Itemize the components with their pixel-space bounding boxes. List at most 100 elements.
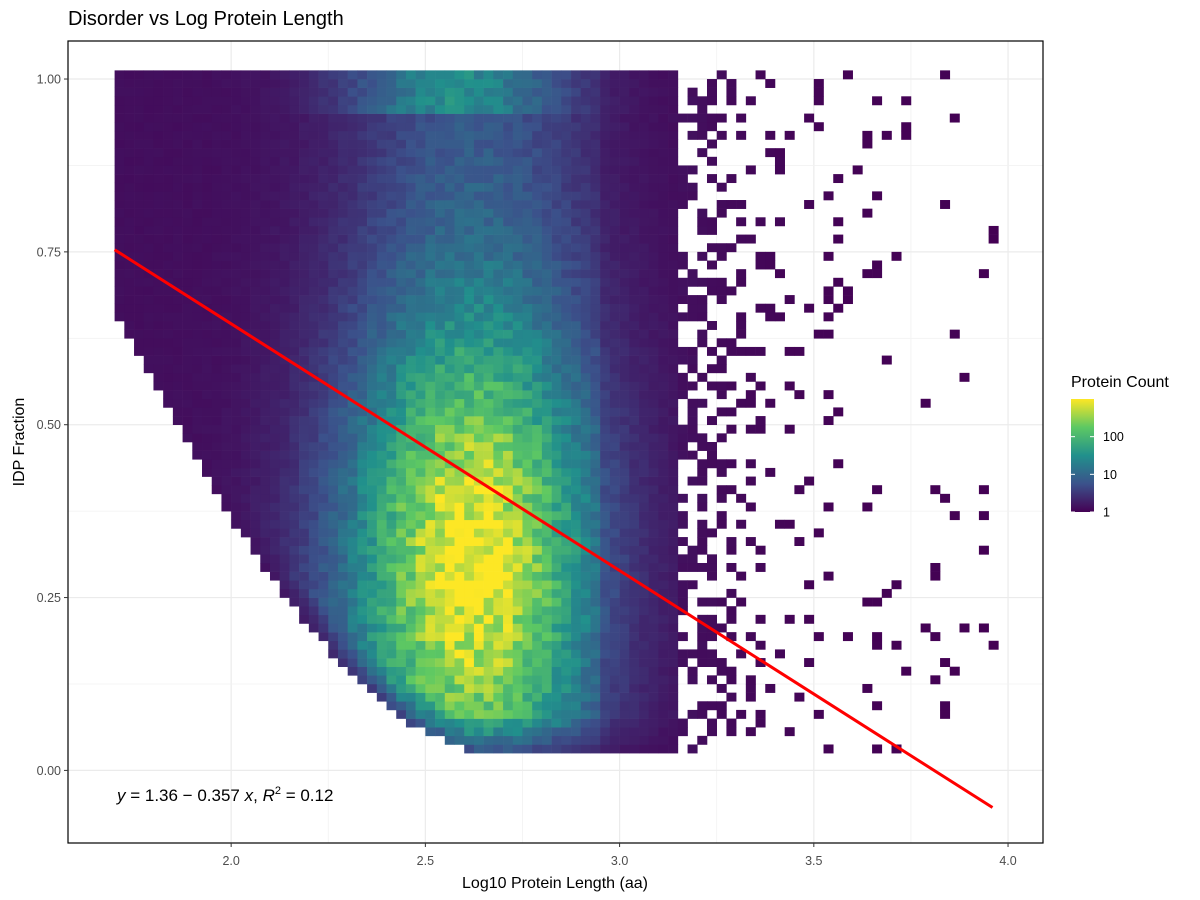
heatmap-bin bbox=[532, 104, 543, 114]
heatmap-bin bbox=[503, 467, 514, 477]
heatmap-bin bbox=[328, 398, 339, 408]
heatmap-bin bbox=[872, 269, 883, 279]
heatmap-bin bbox=[328, 303, 339, 313]
heatmap-bin bbox=[308, 355, 319, 365]
heatmap-bin bbox=[551, 139, 562, 149]
heatmap-bin bbox=[153, 312, 164, 322]
heatmap-bin bbox=[337, 467, 348, 477]
heatmap-bin bbox=[600, 459, 611, 469]
heatmap-bin bbox=[483, 398, 494, 408]
heatmap-bin bbox=[473, 640, 484, 650]
heatmap-bin bbox=[580, 191, 591, 201]
heatmap-bin bbox=[444, 139, 455, 149]
heatmap-bin bbox=[134, 191, 145, 201]
heatmap-bin bbox=[357, 225, 368, 235]
heatmap-bin bbox=[716, 390, 727, 400]
heatmap-bin bbox=[561, 104, 572, 114]
heatmap-bin bbox=[609, 191, 620, 201]
heatmap-bin bbox=[668, 338, 679, 348]
heatmap-bin bbox=[473, 554, 484, 564]
heatmap-bin bbox=[483, 355, 494, 365]
heatmap-bin bbox=[386, 381, 397, 391]
heatmap-bin bbox=[561, 130, 572, 140]
heatmap-bin bbox=[367, 87, 378, 97]
heatmap-bin bbox=[347, 562, 358, 572]
heatmap-bin bbox=[512, 122, 523, 132]
heatmap-bin bbox=[299, 234, 310, 244]
heatmap-bin bbox=[483, 658, 494, 667]
heatmap-bin bbox=[736, 277, 747, 287]
x-tick-label: 4.0 bbox=[999, 854, 1016, 868]
heatmap-bin bbox=[444, 165, 455, 175]
heatmap-bin bbox=[580, 433, 591, 443]
heatmap-bin bbox=[541, 727, 552, 737]
heatmap-bin bbox=[736, 493, 747, 503]
heatmap-bin bbox=[639, 519, 650, 529]
heatmap-bin bbox=[231, 251, 242, 261]
heatmap-bin bbox=[405, 277, 416, 287]
heatmap-bin bbox=[580, 683, 591, 693]
heatmap-bin bbox=[376, 537, 387, 546]
heatmap-bin bbox=[289, 200, 300, 209]
heatmap-bin bbox=[231, 407, 242, 417]
heatmap-bin bbox=[405, 122, 416, 132]
heatmap-bin bbox=[668, 148, 679, 158]
heatmap-bin bbox=[571, 467, 582, 477]
heatmap-bin bbox=[367, 450, 378, 460]
heatmap-bin bbox=[978, 623, 989, 633]
heatmap-bin bbox=[211, 416, 222, 426]
heatmap-bin bbox=[386, 485, 397, 495]
heatmap-bin bbox=[716, 243, 727, 253]
heatmap-bin bbox=[949, 329, 960, 339]
heatmap-bin bbox=[668, 493, 679, 503]
heatmap-bin bbox=[231, 355, 242, 365]
heatmap-bin bbox=[231, 433, 242, 443]
heatmap-bin bbox=[260, 70, 271, 80]
heatmap-bin bbox=[279, 191, 290, 201]
heatmap-bin bbox=[590, 286, 601, 296]
heatmap-bin bbox=[600, 632, 611, 642]
heatmap-bin bbox=[639, 208, 650, 218]
heatmap-bin bbox=[114, 182, 125, 192]
heatmap-bin bbox=[444, 727, 455, 737]
heatmap-bin bbox=[211, 251, 222, 261]
heatmap-bin bbox=[619, 182, 630, 192]
heatmap-bin bbox=[503, 735, 514, 745]
heatmap-bin bbox=[551, 649, 562, 659]
heatmap-bin bbox=[561, 355, 572, 365]
heatmap-bin bbox=[337, 597, 348, 607]
heatmap-bin bbox=[483, 269, 494, 279]
heatmap-bin bbox=[367, 269, 378, 279]
heatmap-bin bbox=[503, 338, 514, 348]
heatmap-bin bbox=[289, 450, 300, 460]
heatmap-bin bbox=[153, 234, 164, 244]
heatmap-bin bbox=[260, 251, 271, 261]
heatmap-bin bbox=[629, 303, 640, 313]
heatmap-bin bbox=[532, 156, 543, 166]
heatmap-bin bbox=[357, 104, 368, 114]
heatmap-bin bbox=[600, 234, 611, 244]
heatmap-bin bbox=[736, 269, 747, 279]
heatmap-bin bbox=[376, 96, 387, 106]
heatmap-bin bbox=[299, 312, 310, 322]
heatmap-bin bbox=[134, 217, 145, 227]
heatmap-bin bbox=[289, 104, 300, 114]
heatmap-bin bbox=[269, 519, 280, 529]
legend-tick-label: 10 bbox=[1103, 468, 1117, 482]
heatmap-bin bbox=[260, 519, 271, 529]
heatmap-bin bbox=[493, 476, 504, 486]
heatmap-bin bbox=[279, 277, 290, 287]
heatmap-bin bbox=[405, 303, 416, 313]
heatmap-bin bbox=[571, 200, 582, 209]
heatmap-bin bbox=[221, 269, 232, 279]
heatmap-bin bbox=[541, 459, 552, 469]
heatmap-bin bbox=[134, 200, 145, 209]
heatmap-bin bbox=[260, 545, 271, 555]
heatmap-bin bbox=[716, 113, 727, 123]
heatmap-bin bbox=[425, 416, 436, 426]
heatmap-bin bbox=[532, 398, 543, 408]
heatmap-bin bbox=[386, 519, 397, 529]
heatmap-bin bbox=[143, 277, 154, 287]
heatmap-bin bbox=[804, 658, 815, 667]
heatmap-bin bbox=[503, 182, 514, 192]
